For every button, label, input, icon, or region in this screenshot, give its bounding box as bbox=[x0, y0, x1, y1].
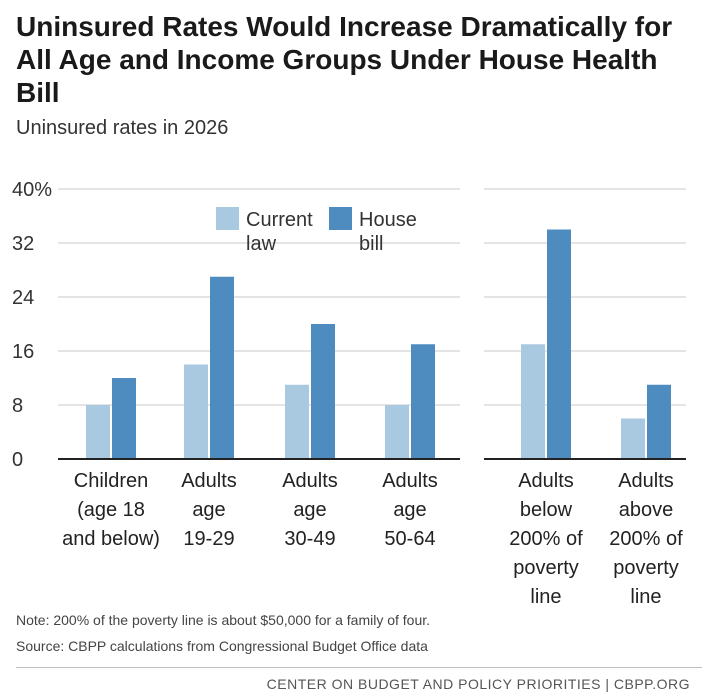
category-label: line bbox=[630, 586, 661, 608]
chart-area: 40% 32 24 16 8 0 Children (age 18 and below) Adul… bbox=[12, 179, 686, 608]
category-label: and below) bbox=[62, 528, 160, 550]
category-label: poverty bbox=[513, 557, 579, 579]
category-label: 200% of bbox=[509, 528, 583, 550]
bar-income-current-law-1 bbox=[621, 418, 645, 459]
category-label: Adults bbox=[518, 470, 574, 492]
chart-subtitle: Uninsured rates in 2026 bbox=[16, 117, 229, 139]
bar-age-house-bill-2 bbox=[311, 324, 335, 459]
category-label: poverty bbox=[613, 557, 679, 579]
y-tick-label: 40% bbox=[12, 179, 52, 201]
bar-income-house-bill-1 bbox=[647, 384, 671, 459]
chart-note: Note: 200% of the poverty line is about … bbox=[16, 612, 431, 628]
category-label: 50-64 bbox=[384, 528, 435, 550]
legend-label-current-law: law bbox=[246, 233, 277, 255]
bar-income-house-bill-0 bbox=[547, 229, 571, 459]
category-label: 30-49 bbox=[284, 528, 335, 550]
category-label: above bbox=[619, 499, 674, 521]
category-label: Adults bbox=[282, 470, 338, 492]
legend-swatch-current-law bbox=[216, 207, 239, 230]
category-label: 200% of bbox=[609, 528, 683, 550]
chart-title: Uninsured Rates Would Increase Dramatica… bbox=[16, 11, 673, 108]
y-tick-label: 24 bbox=[12, 287, 34, 309]
bar-age-current-law-0 bbox=[86, 405, 110, 459]
bar-age-house-bill-1 bbox=[210, 276, 234, 459]
category-label: 19-29 bbox=[183, 528, 234, 550]
category-label: age bbox=[192, 499, 225, 521]
category-label: line bbox=[530, 586, 561, 608]
category-label: age bbox=[393, 499, 426, 521]
legend-label-current-law: Current bbox=[246, 209, 313, 231]
bar-age-house-bill-0 bbox=[112, 378, 136, 459]
footer-credit: CENTER ON BUDGET AND POLICY PRIORITIES |… bbox=[266, 676, 690, 692]
y-tick-label: 0 bbox=[12, 449, 23, 471]
bar-age-house-bill-3 bbox=[411, 344, 435, 459]
category-label: Children bbox=[74, 470, 148, 492]
legend-label-house-bill: House bbox=[359, 209, 417, 231]
bar-income-current-law-0 bbox=[521, 344, 545, 459]
category-label: Adults bbox=[382, 470, 438, 492]
category-label: (age 18 bbox=[77, 499, 145, 521]
y-tick-label: 16 bbox=[12, 341, 34, 363]
legend-label-house-bill: bill bbox=[359, 233, 383, 255]
category-label: Adults bbox=[181, 470, 237, 492]
y-tick-label: 8 bbox=[12, 395, 23, 417]
category-label: age bbox=[293, 499, 326, 521]
category-label: below bbox=[520, 499, 573, 521]
chart-source: Source: CBPP calculations from Congressi… bbox=[16, 638, 428, 654]
footer-divider bbox=[16, 667, 702, 668]
bar-age-current-law-1 bbox=[184, 364, 208, 459]
bar-age-current-law-2 bbox=[285, 384, 309, 459]
category-label: Adults bbox=[618, 470, 674, 492]
y-tick-label: 32 bbox=[12, 233, 34, 255]
legend-swatch-house-bill bbox=[329, 207, 352, 230]
bar-age-current-law-3 bbox=[385, 405, 409, 459]
